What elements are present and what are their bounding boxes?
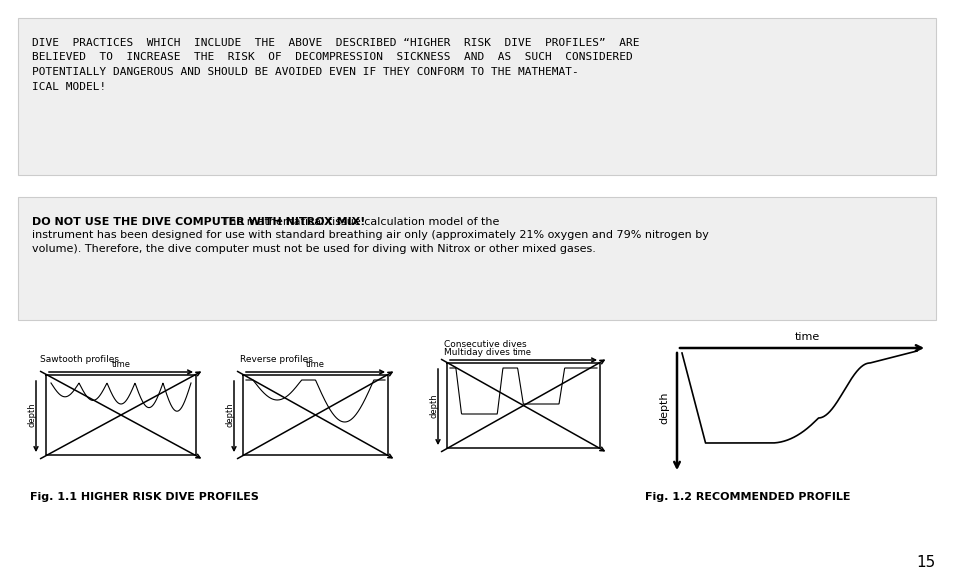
Text: depth: depth bbox=[659, 392, 668, 424]
Text: DO NOT USE THE DIVE COMPUTER WITH NITROX MIX!: DO NOT USE THE DIVE COMPUTER WITH NITROX… bbox=[32, 217, 365, 227]
Text: volume). Therefore, the dive computer must not be used for diving with Nitrox or: volume). Therefore, the dive computer mu… bbox=[32, 244, 596, 254]
Text: BELIEVED  TO  INCREASE  THE  RISK  OF  DECOMPRESSION  SICKNESS  AND  AS  SUCH  C: BELIEVED TO INCREASE THE RISK OF DECOMPR… bbox=[32, 52, 632, 62]
Text: depth: depth bbox=[429, 393, 438, 418]
Text: instrument has been designed for use with standard breathing air only (approxima: instrument has been designed for use wit… bbox=[32, 230, 708, 240]
Text: Multiday dives: Multiday dives bbox=[443, 348, 509, 357]
Text: 15: 15 bbox=[916, 555, 935, 570]
Text: DIVE  PRACTICES  WHICH  INCLUDE  THE  ABOVE  DESCRIBED “HIGHER  RISK  DIVE  PROF: DIVE PRACTICES WHICH INCLUDE THE ABOVE D… bbox=[32, 38, 639, 48]
Text: POTENTIALLY DANGEROUS AND SHOULD BE AVOIDED EVEN IF THEY CONFORM TO THE MATHEMAT: POTENTIALLY DANGEROUS AND SHOULD BE AVOI… bbox=[32, 67, 578, 77]
Text: depth: depth bbox=[225, 403, 234, 427]
Text: Consecutive dives: Consecutive dives bbox=[443, 340, 526, 349]
Text: Reverse profiles: Reverse profiles bbox=[240, 355, 313, 364]
Text: Fig. 1.1 HIGHER RISK DIVE PROFILES: Fig. 1.1 HIGHER RISK DIVE PROFILES bbox=[30, 492, 258, 502]
Text: Fig. 1.2 RECOMMENDED PROFILE: Fig. 1.2 RECOMMENDED PROFILE bbox=[644, 492, 850, 502]
Text: The mathematical tissue calculation model of the: The mathematical tissue calculation mode… bbox=[219, 217, 499, 227]
Text: time: time bbox=[512, 348, 531, 357]
Bar bbox=[18, 197, 935, 320]
Text: Sawtooth profiles: Sawtooth profiles bbox=[40, 355, 119, 364]
Text: time: time bbox=[794, 332, 819, 342]
Text: ICAL MODEL!: ICAL MODEL! bbox=[32, 81, 106, 91]
Text: time: time bbox=[112, 360, 131, 369]
Text: time: time bbox=[305, 360, 324, 369]
Text: depth: depth bbox=[28, 403, 36, 427]
Bar bbox=[18, 18, 935, 175]
